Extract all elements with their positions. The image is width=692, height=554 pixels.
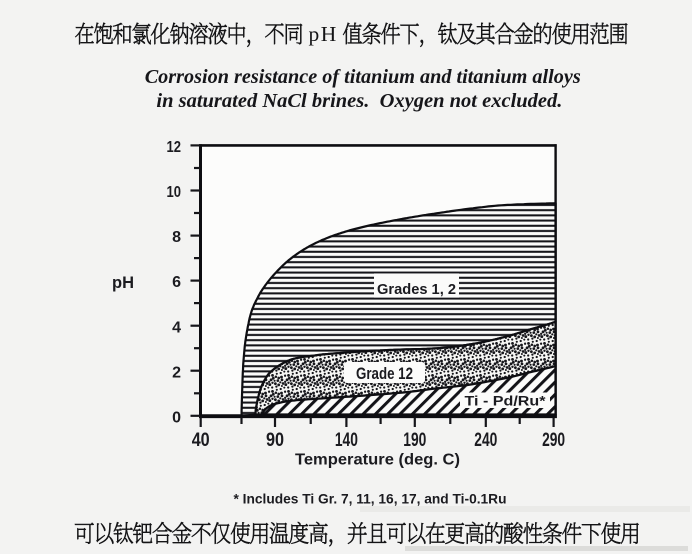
svg-text:Corrosion resistance of titani: Corrosion resistance of titanium and tit… xyxy=(145,66,581,88)
svg-text:190: 190 xyxy=(403,430,426,451)
svg-text:pH: pH xyxy=(309,22,338,46)
svg-text:* Includes Ti Gr. 7, 11, 16, 1: * Includes Ti Gr. 7, 11, 16, 17, and Ti-… xyxy=(234,491,507,507)
svg-text:8: 8 xyxy=(172,229,181,246)
svg-text:140: 140 xyxy=(335,430,358,451)
svg-text:in saturated NaCl brines. Oxy: in saturated NaCl brines. Oxygen not exc… xyxy=(156,90,562,112)
svg-text:40: 40 xyxy=(192,430,210,451)
svg-text:290: 290 xyxy=(542,430,565,451)
svg-text:Ti - Pd/Ru*: Ti - Pd/Ru* xyxy=(465,394,547,409)
svg-text:90: 90 xyxy=(266,430,284,451)
svg-text:2: 2 xyxy=(172,364,181,381)
svg-text:10: 10 xyxy=(167,184,182,201)
svg-text:4: 4 xyxy=(172,319,181,336)
svg-text:0: 0 xyxy=(172,409,181,426)
svg-text:6: 6 xyxy=(172,274,181,291)
svg-text:12: 12 xyxy=(167,139,182,156)
svg-text:Grades 1, 2: Grades 1, 2 xyxy=(377,282,456,298)
svg-text:Temperature (deg. C): Temperature (deg. C) xyxy=(295,452,460,469)
svg-text:pH: pH xyxy=(112,274,134,292)
svg-text:Grade 12: Grade 12 xyxy=(356,365,413,383)
svg-text:240: 240 xyxy=(474,430,497,451)
